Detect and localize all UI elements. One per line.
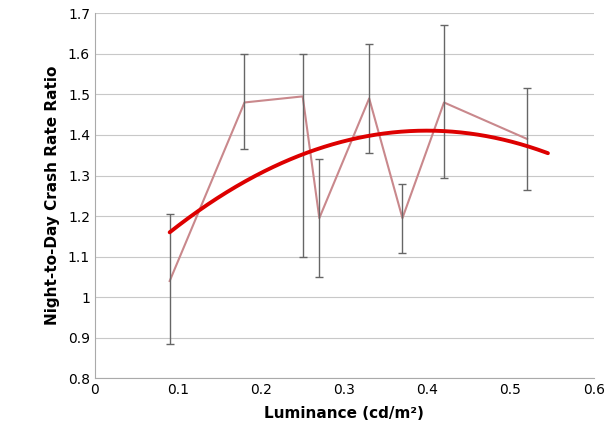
Y-axis label: Night-to-Day Crash Rate Ratio: Night-to-Day Crash Rate Ratio — [45, 66, 59, 326]
X-axis label: Luminance (cd/m²): Luminance (cd/m²) — [264, 406, 424, 421]
